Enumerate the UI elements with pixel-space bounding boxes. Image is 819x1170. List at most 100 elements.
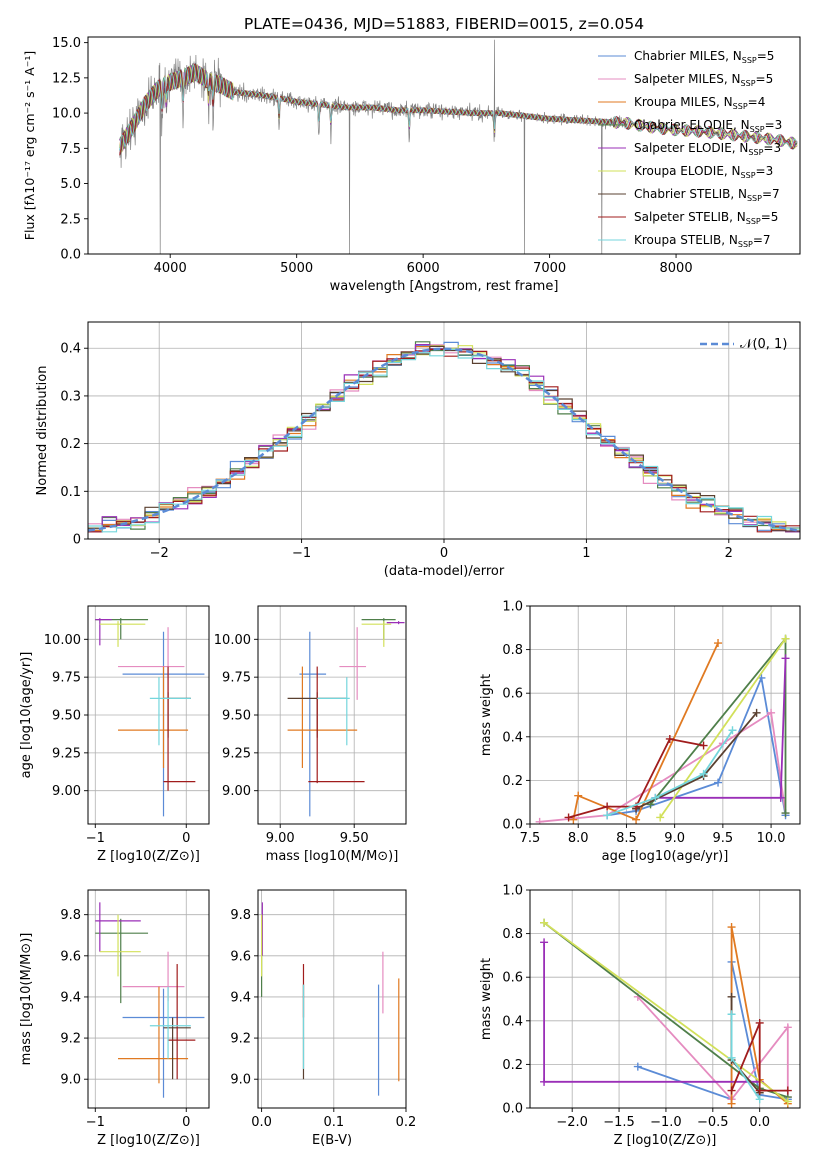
plot-area bbox=[88, 341, 800, 533]
data-point bbox=[755, 1018, 764, 1027]
ytick-label: 12.5 bbox=[52, 71, 81, 86]
y-axis-label: mass weight bbox=[479, 674, 494, 756]
ytick-label: 0.0 bbox=[502, 818, 523, 833]
ytick-label: 0.6 bbox=[502, 687, 523, 702]
ytick-label: 9.25 bbox=[222, 746, 251, 761]
xtick-label: 9.0 bbox=[664, 831, 685, 846]
y-axis-label: age [log10(age/yr)] bbox=[19, 652, 34, 779]
data-point bbox=[574, 791, 583, 800]
xtick-label: −0.5 bbox=[697, 1115, 729, 1130]
legend-label: Kroupa MILES, NSSP=4 bbox=[634, 95, 765, 111]
plot-area bbox=[95, 902, 205, 1098]
legend-label: Salpeter STELIB, NSSP=5 bbox=[634, 210, 778, 226]
data-point bbox=[535, 817, 544, 824]
xtick-label: 8.0 bbox=[568, 831, 589, 846]
ytick-label: 9.4 bbox=[60, 990, 81, 1005]
chart-weight-vs-Z: −2.0 −1.5 −1.0 −0.5 0.0 0.0 0.2 0.4 0.6 0.8 1.0 Z [… bbox=[479, 884, 801, 1148]
data-point bbox=[714, 778, 723, 787]
xtick-label: −1.5 bbox=[603, 1115, 635, 1130]
series-kroupa-stelib bbox=[119, 64, 798, 151]
data-point bbox=[699, 741, 708, 750]
data-point bbox=[603, 811, 612, 820]
data-point bbox=[755, 1086, 764, 1095]
ytick-label: 0.4 bbox=[502, 1014, 523, 1029]
legend-label: Chabrier MILES, NSSP=5 bbox=[634, 49, 774, 65]
xtick-label: −2 bbox=[150, 546, 169, 561]
x-axis-label: age [log10(age/yr)] bbox=[602, 849, 729, 864]
ytick-label: 0.0 bbox=[502, 1102, 523, 1117]
series-kroupa-stelib bbox=[606, 729, 734, 817]
plot-area bbox=[261, 902, 400, 1096]
ytick-label: 1.0 bbox=[502, 600, 523, 615]
ytick-label: 10.00 bbox=[214, 633, 251, 648]
plot-area bbox=[540, 918, 792, 1108]
data-point bbox=[781, 654, 790, 663]
data-point bbox=[755, 1095, 764, 1104]
data-point bbox=[699, 769, 708, 778]
ytick-label: 9.8 bbox=[230, 908, 251, 923]
ytick-label: 0.1 bbox=[60, 485, 81, 500]
ytick-label: 9.8 bbox=[60, 908, 81, 923]
legend-label: Kroupa ELODIE, NSSP=3 bbox=[634, 164, 773, 180]
data-point bbox=[776, 793, 785, 802]
ytick-label: 0.6 bbox=[502, 971, 523, 986]
data-point bbox=[727, 1010, 736, 1019]
ytick-label: 5.0 bbox=[60, 177, 81, 192]
data-point bbox=[767, 708, 776, 717]
legend-label: Chabrier STELIB, NSSP=7 bbox=[634, 187, 780, 203]
ytick-label: 9.4 bbox=[230, 990, 251, 1005]
axes-frame bbox=[529, 605, 801, 825]
legend-label: Kroupa STELIB, NSSP=7 bbox=[634, 233, 771, 249]
xtick-label: 9.00 bbox=[266, 831, 295, 846]
hist-chabrier-stelib bbox=[88, 345, 800, 532]
x-axis-label: (data-model)/error bbox=[384, 564, 505, 579]
ytick-label: 9.75 bbox=[52, 671, 81, 686]
ytick-label: 9.50 bbox=[52, 709, 81, 724]
data-point bbox=[783, 1086, 792, 1095]
chart-residuals: 𝒩(0, 1) −2 −1 0 1 2 0 0.1 0.2 0.3 0.4 (data-model)/… bbox=[35, 321, 801, 579]
xtick-label: 9.50 bbox=[340, 831, 369, 846]
data-point bbox=[783, 1023, 792, 1032]
xtick-label: 8000 bbox=[660, 261, 693, 276]
chart-mass-vs-Z: −1 0 9.0 9.2 9.4 9.6 9.8 Z [log10(Z/Z⊙)] mass [l… bbox=[19, 889, 210, 1148]
legend-label: Salpeter ELODIE, NSSP=3 bbox=[634, 141, 781, 157]
xtick-label: −1.0 bbox=[650, 1115, 682, 1130]
ytick-label: 9.75 bbox=[222, 671, 251, 686]
ytick-label: 1.0 bbox=[502, 884, 523, 899]
data-point bbox=[540, 1077, 549, 1086]
ytick-label: 0.8 bbox=[502, 927, 523, 942]
ytick-label: 9.00 bbox=[222, 784, 251, 799]
ytick-label: 0.4 bbox=[60, 342, 81, 357]
data-point bbox=[651, 793, 660, 802]
xtick-label: 8.5 bbox=[616, 831, 637, 846]
axes-frame bbox=[87, 36, 801, 255]
xtick-label: 2 bbox=[725, 546, 733, 561]
data-point bbox=[540, 938, 549, 947]
y-axis-label: mass [log10(M/M⊙)] bbox=[19, 933, 34, 1066]
data-point bbox=[656, 813, 665, 822]
xtick-label: 9.5 bbox=[713, 831, 734, 846]
xtick-label: 0.0 bbox=[251, 1115, 272, 1130]
x-axis-label: Z [log10(Z/Z⊙)] bbox=[97, 1133, 200, 1148]
data-point bbox=[781, 809, 790, 818]
data-point bbox=[665, 734, 674, 743]
data-point bbox=[781, 634, 790, 643]
data-point bbox=[727, 923, 736, 932]
xtick-label: 10.0 bbox=[757, 831, 786, 846]
xtick-label: 7.5 bbox=[520, 831, 541, 846]
ytick-label: 9.00 bbox=[52, 784, 81, 799]
chart-mass-vs-ebv: 0.0 0.1 0.2 9.0 9.2 9.4 9.6 9.8 E(B-V) bbox=[230, 889, 416, 1148]
data-point bbox=[633, 1062, 642, 1071]
chart-age-vs-mass: 9.00 9.50 9.00 9.25 9.50 9.75 10.00 mass [log10… bbox=[214, 605, 407, 864]
xtick-label: 0 bbox=[182, 831, 190, 846]
x-axis-label: E(B-V) bbox=[312, 1133, 352, 1148]
xtick-label: 0.1 bbox=[323, 1115, 344, 1130]
x-axis-label: Z [log10(Z/Z⊙)] bbox=[614, 1133, 717, 1148]
ytick-label: 10.0 bbox=[52, 107, 81, 122]
series-kroupa-elodie bbox=[543, 921, 789, 1103]
ytick-label: 7.5 bbox=[60, 142, 81, 157]
xtick-label: −1 bbox=[292, 546, 311, 561]
series-salpeter-stelib bbox=[730, 1022, 788, 1092]
ytick-label: 9.2 bbox=[60, 1032, 81, 1047]
